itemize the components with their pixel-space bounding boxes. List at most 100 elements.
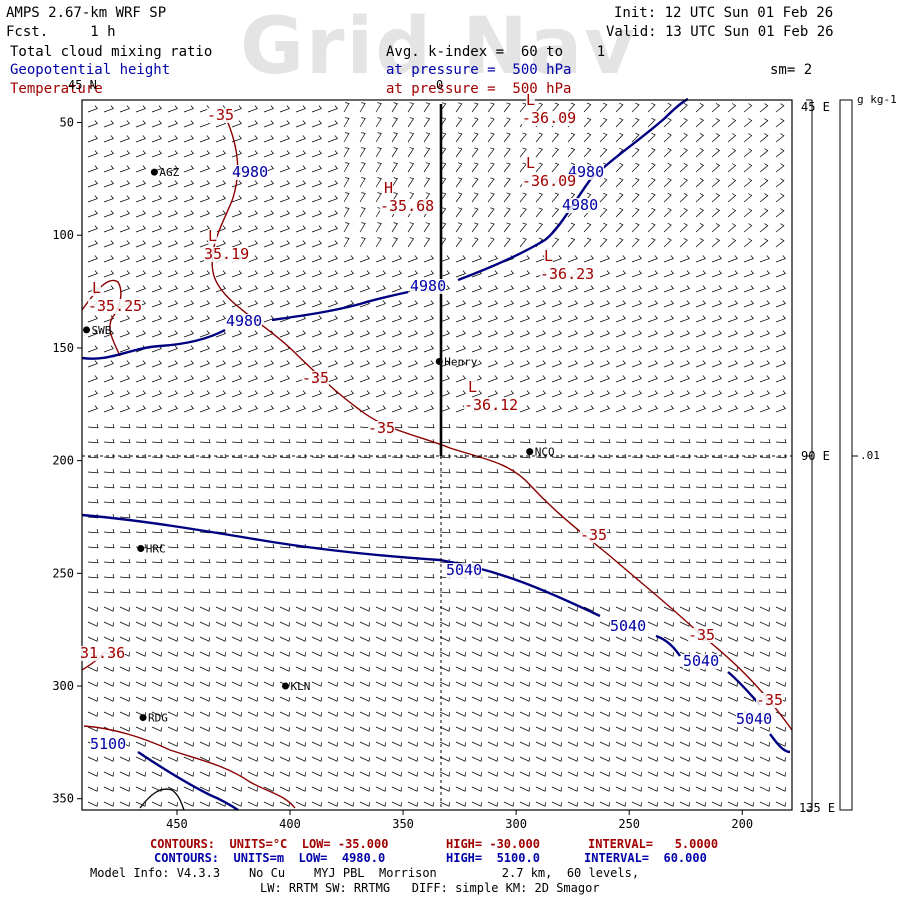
station-label: Henry: [444, 355, 477, 368]
contour-label: L: [544, 247, 554, 265]
height-contour-5100: [137, 751, 239, 811]
contour-label: 4980: [562, 196, 599, 214]
contour-label: -35: [368, 419, 396, 437]
contour-label: 5040: [683, 652, 720, 670]
k-index-average: Avg. k-index = 60 to 1: [386, 44, 606, 60]
colorbar-unit: g kg-1: [857, 93, 897, 106]
temperature-contour: [83, 725, 296, 809]
field-cloud-label: Total cloud mixing ratio: [10, 44, 213, 60]
y-axis: 50 100 150 200 250 300 350: [52, 116, 82, 806]
top-left-lat-label: 45 N: [68, 78, 97, 92]
station-marker: [137, 545, 145, 553]
y-tick-label: 200: [52, 454, 74, 468]
x-tick-label: 350: [392, 817, 414, 831]
pressure-level-height: at pressure = 500 hPa: [386, 62, 572, 78]
contour-label: 4980: [568, 163, 605, 181]
x-tick-label: 450: [166, 817, 188, 831]
forecast-hour: Fcst. 1 h: [6, 24, 116, 40]
station-marker: [150, 168, 158, 176]
x-tick-label: 400: [279, 817, 301, 831]
right-label-mid: 90 E: [801, 449, 830, 463]
contour-label: -35: [207, 106, 235, 124]
y-tick-label: 350: [52, 792, 74, 806]
footer-temp-contours: CONTOURS: UNITS=°C LOW= -35.000: [150, 837, 389, 851]
contour-label: 35.19: [204, 245, 250, 263]
contour-label: 4980: [232, 163, 269, 181]
y-tick-label: 100: [52, 228, 74, 242]
plot-frame: [81, 99, 793, 811]
contour-label: 4980: [226, 312, 263, 330]
watermark: Grid Nav: [240, 2, 637, 92]
stations: AGZ SWB Henry NCO HRC KLN RDG: [83, 166, 555, 725]
station-label: SWB: [92, 324, 112, 337]
station-marker: [83, 326, 91, 334]
contour-label: -36.12: [464, 396, 519, 414]
station-marker: [139, 714, 147, 722]
contour-label: H: [384, 179, 394, 197]
height-contour-5040-d: [769, 733, 791, 754]
station-label: NCO: [535, 446, 555, 459]
footer-height-contours: CONTOURS: UNITS=m LOW= 4980.0: [154, 851, 386, 865]
y-tick-label: 50: [60, 116, 74, 130]
y-tick-label: 300: [52, 679, 74, 693]
wind-barb-field: [87, 102, 787, 807]
x-tick-label: 250: [618, 817, 640, 831]
x-tick-label: 300: [505, 817, 527, 831]
x-tick-label: 200: [731, 817, 753, 831]
valid-time: Valid: 13 UTC Sun 01 Feb 26: [606, 24, 834, 40]
wind-barbs: [87, 102, 787, 807]
contour-label: 5100: [90, 735, 127, 753]
contour-label: 5040: [736, 710, 773, 728]
footer-temp-interval: INTERVAL= 5.0000: [588, 837, 719, 851]
height-contours: [81, 97, 791, 811]
contour-label: L: [526, 91, 536, 109]
station-label: RDG: [148, 712, 168, 725]
contour-label: L: [526, 154, 536, 172]
height-contour-4980-mid-b: [271, 290, 409, 322]
station-label: KLN: [291, 680, 311, 693]
contour-label: -35: [302, 369, 330, 387]
contour-label: -36.09: [522, 109, 577, 127]
init-time: Init: 12 UTC Sun 01 Feb 26: [614, 5, 834, 21]
right-label-top: 45 E: [801, 100, 830, 114]
smoothing-value: sm= 2: [770, 62, 813, 78]
contour-label: -35.68: [380, 197, 435, 215]
station-label: AGZ: [159, 166, 179, 179]
height-contour-4980-mid: [81, 328, 226, 360]
temperature-contours: [81, 117, 793, 809]
field-temperature-label: Temperature: [10, 81, 103, 97]
station-marker: [282, 682, 290, 690]
contour-label: -35: [756, 691, 784, 709]
contour-label: L: [208, 227, 218, 245]
contour-label: L: [92, 279, 102, 297]
y-tick-label: 150: [52, 341, 74, 355]
contour-label: -35: [688, 626, 716, 644]
contour-label: -35: [580, 526, 608, 544]
pressure-level-temperature: at pressure = 500 hPa: [386, 81, 572, 97]
station-marker: [435, 357, 443, 365]
footer-height-interval: INTERVAL= 60.000: [584, 851, 707, 865]
contour-label: 5040: [610, 617, 647, 635]
contour-label: L: [468, 378, 478, 396]
footer-height-high: HIGH= 5100.0: [446, 851, 540, 865]
top-line-label: 0: [436, 78, 444, 92]
footer-temp-high: HIGH= -30.000: [446, 837, 540, 851]
colorbar-tick: .01: [860, 449, 880, 462]
station-marker: [526, 448, 534, 456]
footer-physics-info: LW: RRTM SW: RRTMG DIFF: simple KM: 2D S…: [260, 881, 600, 895]
contour-label: -36.09: [522, 172, 577, 190]
contour-label: 4980: [410, 277, 447, 295]
colorbar: [839, 99, 853, 811]
contour-label: -35.25: [88, 297, 143, 315]
model-title: AMPS 2.67-km WRF SP: [6, 5, 167, 21]
y-tick-label: 250: [52, 566, 74, 580]
footer-model-info: Model Info: V4.3.3 No Cu MYJ PBL Morriso…: [90, 866, 640, 880]
coastline: [139, 788, 185, 811]
contour-label: 31.36: [80, 644, 126, 662]
contour-label: 5040: [446, 561, 483, 579]
station-label: HRC: [146, 543, 166, 556]
height-contour-5040: [81, 513, 601, 618]
x-axis: 450 400 350 300 250 200: [166, 810, 753, 831]
temperature-contour: [81, 279, 122, 357]
